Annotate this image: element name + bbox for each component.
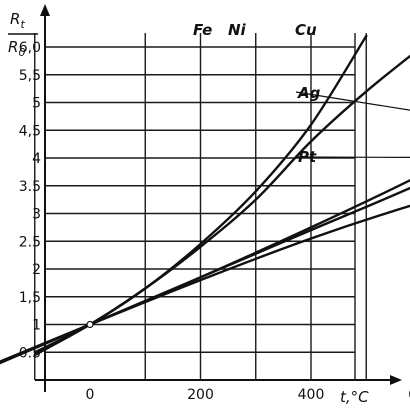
origin-point-marker bbox=[86, 320, 94, 329]
series-label-ni: Ni bbox=[228, 21, 247, 39]
x-axis-arrow bbox=[390, 375, 402, 385]
series-label-cu: Cu bbox=[295, 21, 317, 39]
axes bbox=[35, 4, 402, 392]
series-label-fe: Fe bbox=[193, 21, 212, 39]
y-tick-label: 3 bbox=[32, 207, 41, 223]
x-tick-label: 400 bbox=[298, 387, 325, 403]
y-tick-label: 4,5 bbox=[19, 123, 41, 139]
y-tick-label: 1 bbox=[32, 318, 41, 334]
x-tick-label: 600 bbox=[408, 387, 410, 403]
x-axis-label: t,°C bbox=[340, 388, 369, 406]
x-tick-label: 200 bbox=[187, 387, 214, 403]
y-label-denominator: R0 bbox=[8, 38, 25, 59]
y-tick-label: 3.5 bbox=[19, 179, 41, 195]
y-tick-label: 5 bbox=[32, 96, 41, 112]
y-tick-label: 6,0 bbox=[19, 40, 41, 56]
y-tick-label: 5,5 bbox=[19, 68, 41, 84]
y-tick-label: 4 bbox=[32, 151, 41, 167]
y-axis-label: Rt R0 bbox=[8, 10, 38, 59]
series-curves bbox=[0, 34, 410, 365]
y-axis-arrow bbox=[40, 4, 50, 16]
label-leader-pt bbox=[295, 156, 410, 158]
y-tick-label: 1,5 bbox=[19, 290, 41, 306]
label-leader-ag bbox=[295, 91, 410, 111]
series-line-ni bbox=[33, 54, 410, 357]
series-line-ag bbox=[0, 186, 410, 365]
tick-labels: -200020040060080010000.511,522.533.544,5… bbox=[19, 40, 410, 403]
y-tick-label: 2 bbox=[32, 262, 41, 278]
y-tick-label: 2.5 bbox=[19, 234, 41, 250]
y-tick-label: 0.5 bbox=[19, 345, 41, 361]
x-tick-label: 0 bbox=[86, 387, 95, 403]
series-label-ag: Ag bbox=[297, 84, 321, 102]
y-label-numerator: Rt bbox=[10, 10, 25, 31]
